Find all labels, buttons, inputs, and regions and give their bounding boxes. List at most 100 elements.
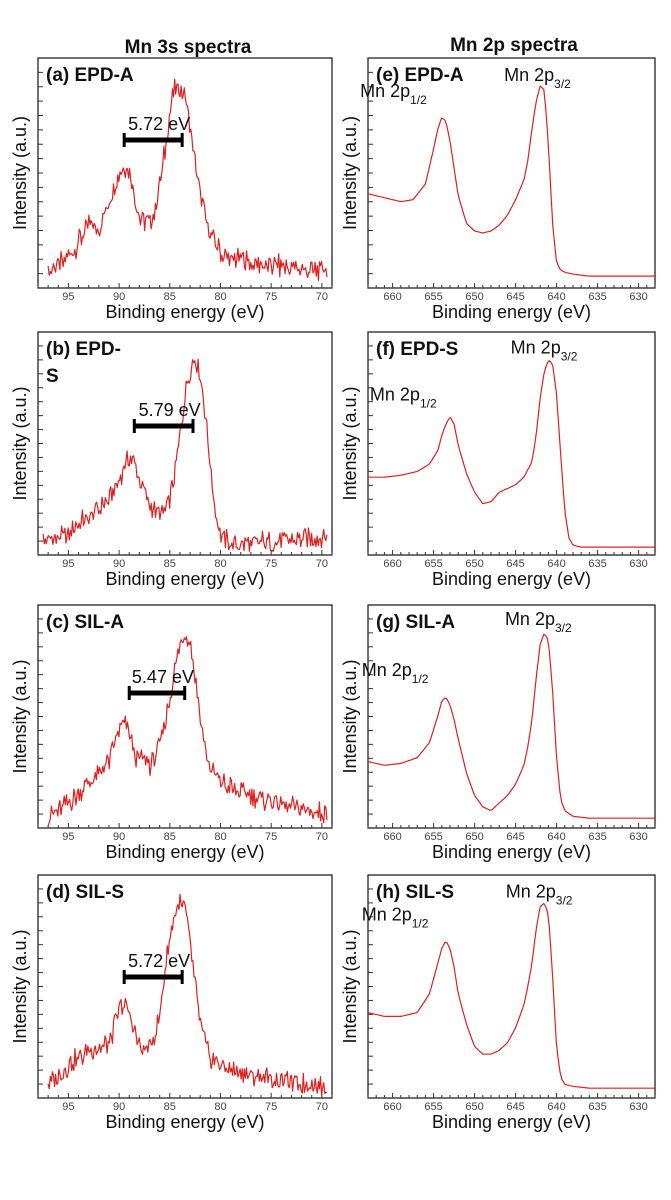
x-tick-label: 70: [316, 1101, 328, 1113]
x-tick-label: 90: [113, 831, 125, 843]
peak-label: Mn 2p3/2: [511, 338, 578, 364]
x-tick-label: 655: [424, 831, 442, 843]
x-axis-title: Binding energy (eV): [432, 302, 591, 322]
x-tick-label: 645: [506, 291, 524, 303]
panel-label: S: [46, 366, 59, 387]
x-tick-label: 660: [383, 558, 401, 570]
y-axis-title: Intensity (a.u.): [10, 929, 30, 1043]
y-axis-title: Intensity (a.u.): [340, 386, 360, 500]
panel-3: 95 90 85 80 75 70 Binding energy (eV) Intensity…: [10, 604, 333, 862]
x-tick-label: 95: [62, 831, 74, 843]
peak-label: Mn 2p3/2: [504, 65, 571, 91]
x-tick-label: 75: [265, 1101, 277, 1113]
x-tick-label: 90: [113, 558, 125, 570]
peak-label: Mn 2p3/2: [506, 881, 573, 907]
plot-frame: [37, 331, 333, 556]
x-tick-label: 640: [547, 1101, 565, 1113]
peak-label: Mn 2p1/2: [370, 385, 437, 411]
column-title-mn2p: Mn 2p spectra: [450, 35, 578, 56]
panel-6: 660 655 650 645 640 635 630 Binding energy (eV)…: [340, 331, 656, 589]
x-axis-title: Binding energy (eV): [105, 1112, 264, 1132]
y-axis-title: Intensity (a.u.): [10, 659, 30, 773]
splitting-label: 5.72 eV: [128, 951, 190, 971]
panel-1: 95 90 85 80 75 70 Binding energy (eV) Intensity…: [10, 57, 333, 322]
panel-label: (h) SIL-S: [376, 882, 454, 903]
x-tick-label: 650: [465, 831, 483, 843]
y-axis-title: Intensity (a.u.): [340, 116, 360, 230]
x-tick-label: 640: [547, 558, 565, 570]
x-axis-title: Binding energy (eV): [105, 302, 264, 322]
spectrum-trace: [367, 85, 655, 277]
panel-label: (b) EPD-: [46, 339, 121, 360]
x-tick-label: 85: [164, 291, 176, 303]
spectrum-trace: [367, 633, 655, 819]
panel-label: (a) EPD-A: [46, 65, 134, 86]
x-tick-label: 70: [316, 291, 328, 303]
spectrum-trace: [47, 78, 328, 281]
y-axis-title: Intensity (a.u.): [10, 386, 30, 500]
x-tick-label: 645: [506, 831, 524, 843]
x-tick-label: 640: [547, 831, 565, 843]
x-tick-label: 80: [214, 1101, 226, 1113]
panel-2: 95 90 85 80 75 70 Binding energy (eV) Intensity…: [10, 331, 333, 589]
x-tick-label: 75: [265, 831, 277, 843]
panel-grid: 95 90 85 80 75 70 Binding energy (eV) Intensity…: [10, 57, 656, 1132]
x-tick-label: 635: [588, 558, 606, 570]
x-tick-label: 635: [588, 1101, 606, 1113]
panel-5: 660 655 650 645 640 635 630 Binding energy (eV)…: [340, 57, 656, 322]
x-tick-label: 630: [629, 558, 647, 570]
panel-label: (c) SIL-A: [46, 612, 124, 633]
peak-label: Mn 2p1/2: [362, 904, 429, 930]
column-title-mn3s: Mn 3s spectra: [125, 37, 252, 58]
x-tick-label: 75: [265, 558, 277, 570]
peak-label: Mn 2p3/2: [505, 609, 572, 635]
peak-label: Mn 2p1/2: [362, 660, 429, 686]
plot-frame: [367, 604, 656, 829]
spectrum-trace: [367, 902, 655, 1089]
y-axis-title: Intensity (a.u.): [340, 659, 360, 773]
x-tick-label: 635: [588, 831, 606, 843]
x-tick-label: 655: [424, 291, 442, 303]
x-axis-title: Binding energy (eV): [432, 842, 591, 862]
x-tick-label: 630: [629, 1101, 647, 1113]
x-axis-title: Binding energy (eV): [432, 1112, 591, 1132]
x-tick-label: 640: [547, 291, 565, 303]
x-axis-title: Binding energy (eV): [105, 842, 264, 862]
panel-label: (d) SIL-S: [46, 882, 124, 903]
x-tick-label: 75: [265, 291, 277, 303]
x-tick-label: 80: [214, 291, 226, 303]
panel-label: (e) EPD-A: [376, 65, 464, 86]
x-tick-label: 85: [164, 831, 176, 843]
x-axis-title: Binding energy (eV): [105, 569, 264, 589]
x-tick-label: 655: [424, 558, 442, 570]
x-tick-label: 630: [629, 291, 647, 303]
x-tick-label: 660: [383, 291, 401, 303]
panel-8: 660 655 650 645 640 635 630 Binding energy (eV)…: [340, 874, 656, 1132]
x-tick-label: 635: [588, 291, 606, 303]
x-tick-label: 90: [113, 291, 125, 303]
x-tick-label: 95: [62, 1101, 74, 1113]
x-tick-label: 660: [383, 831, 401, 843]
panel-label: (g) SIL-A: [376, 612, 455, 633]
peak-label: Mn 2p1/2: [360, 81, 427, 107]
x-tick-label: 80: [214, 831, 226, 843]
splitting-label: 5.47 eV: [132, 667, 194, 687]
x-tick-label: 650: [465, 291, 483, 303]
spectrum-trace: [47, 893, 328, 1096]
x-tick-label: 630: [629, 831, 647, 843]
splitting-label: 5.79 eV: [139, 400, 201, 420]
plot-frame: [367, 331, 656, 556]
x-tick-label: 95: [62, 558, 74, 570]
x-axis-title: Binding energy (eV): [432, 569, 591, 589]
x-tick-label: 85: [164, 1101, 176, 1113]
panel-7: 660 655 650 645 640 635 630 Binding energy (eV)…: [340, 604, 656, 862]
x-tick-label: 95: [62, 291, 74, 303]
x-tick-label: 650: [465, 558, 483, 570]
spectrum-trace: [42, 358, 328, 553]
x-tick-label: 655: [424, 1101, 442, 1113]
x-tick-label: 650: [465, 1101, 483, 1113]
spectrum-trace: [47, 636, 328, 827]
x-tick-label: 660: [383, 1101, 401, 1113]
y-axis-title: Intensity (a.u.): [10, 116, 30, 230]
y-axis-title: Intensity (a.u.): [340, 929, 360, 1043]
